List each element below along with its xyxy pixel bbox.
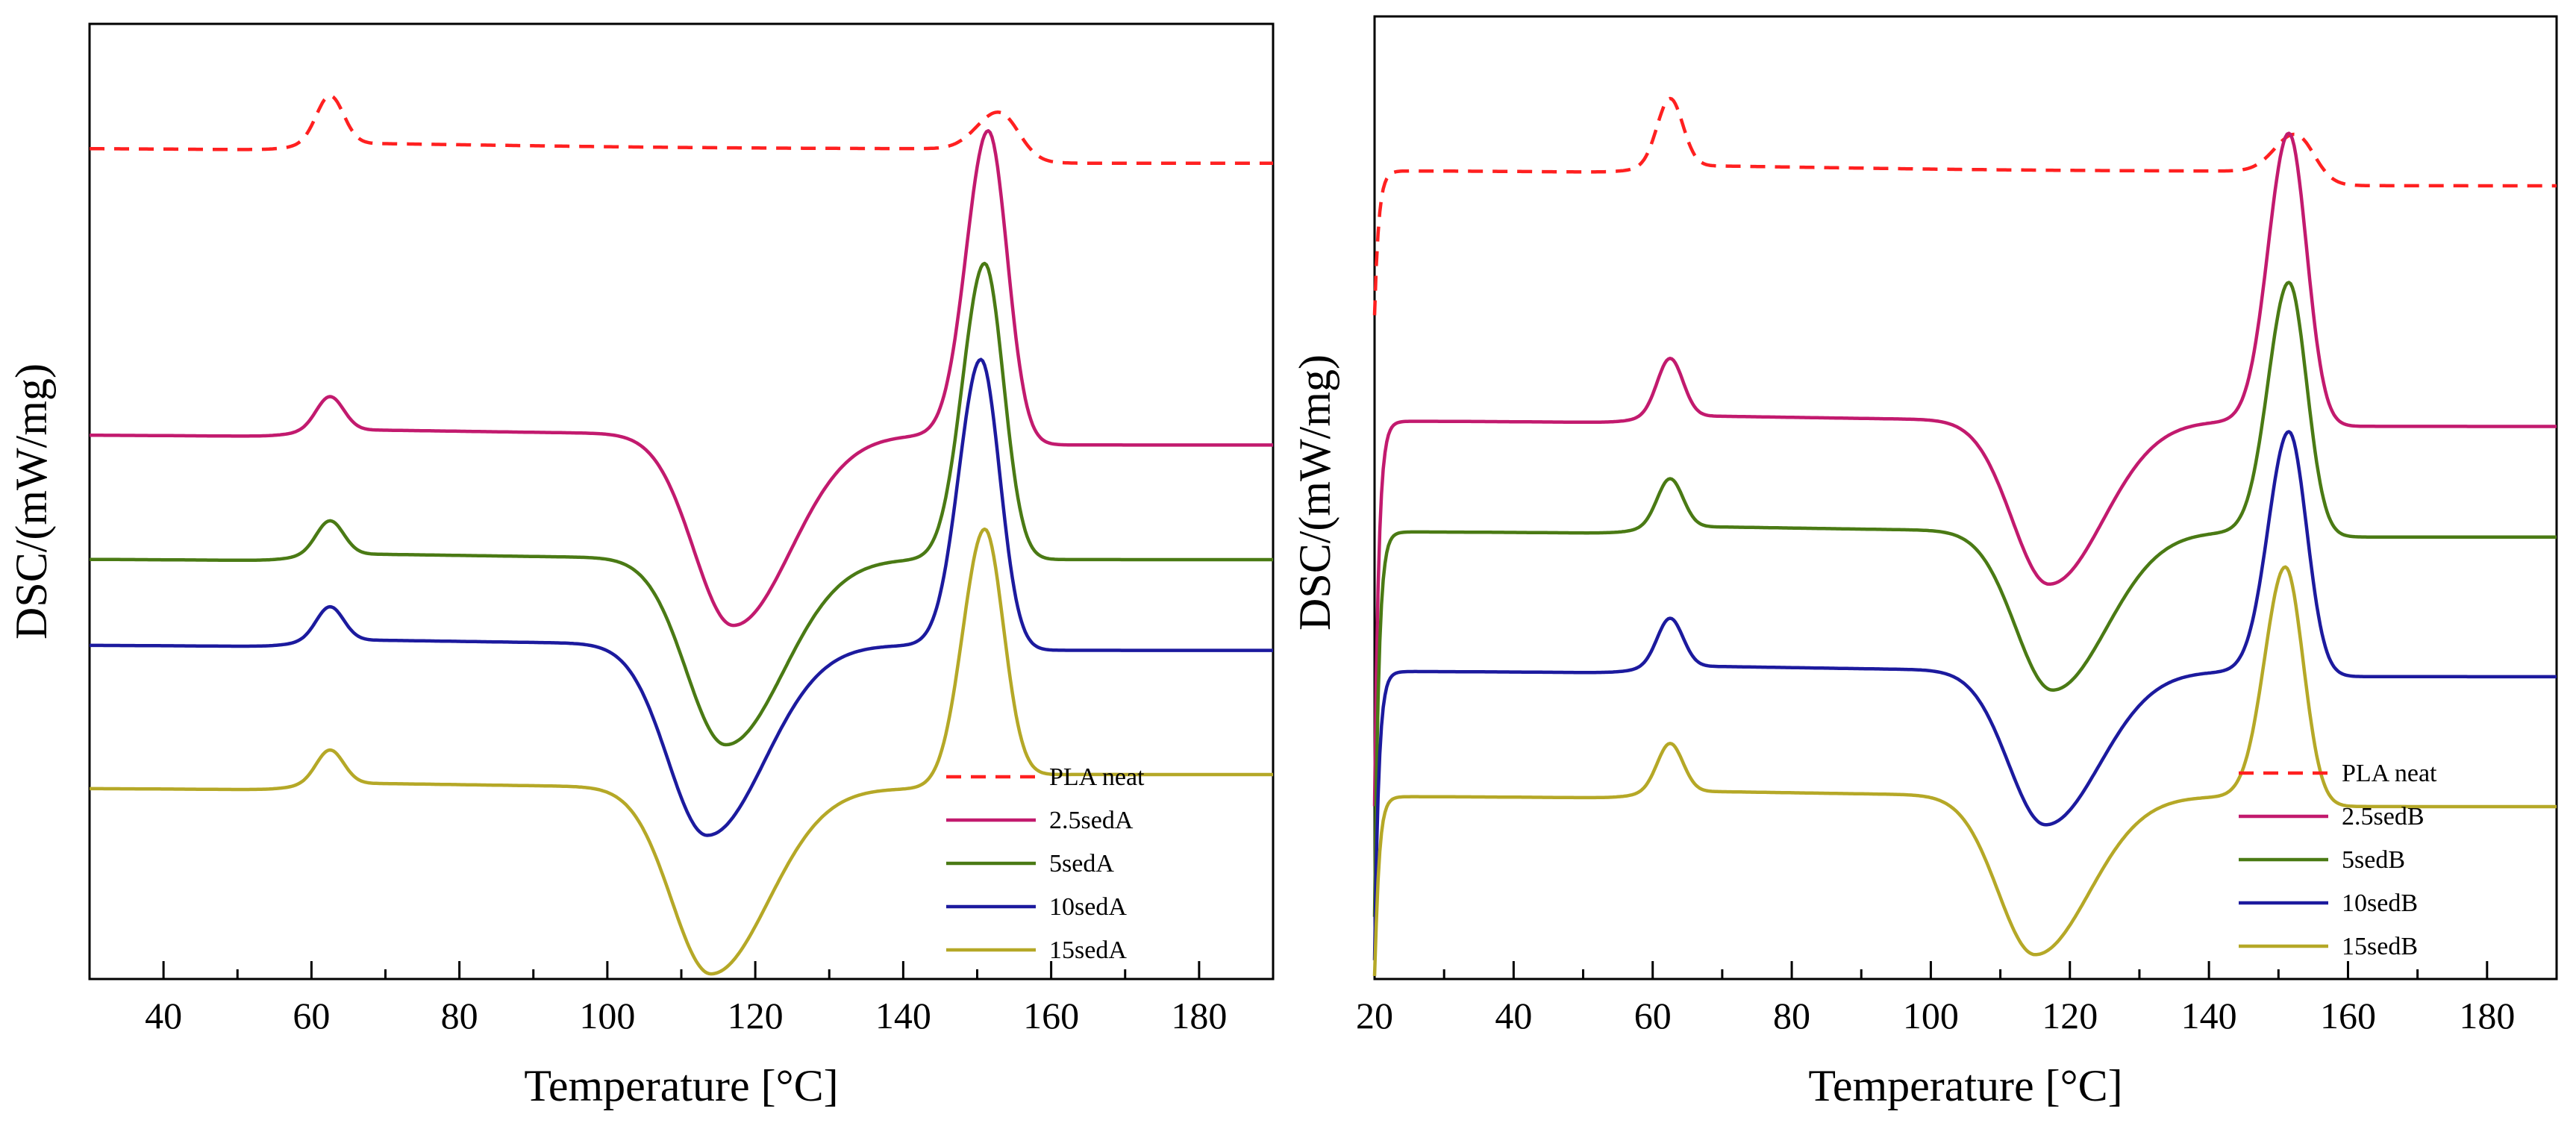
legend-label: 10sedB — [2342, 889, 2418, 917]
legend-label: 2.5sedB — [2342, 803, 2425, 831]
x-tick-label: 160 — [1023, 995, 1079, 1036]
x-tick-label: 80 — [441, 995, 478, 1036]
x-axis-title: Temperature [°C] — [524, 1061, 838, 1110]
x-ticks — [1373, 961, 2558, 979]
legend-label: PLA neat — [2342, 760, 2437, 787]
x-tick-label: 60 — [1634, 995, 1672, 1036]
x-tick-labels: 20 40 60 80 100 120 140 160 180 — [1356, 995, 2515, 1036]
legend-item: 10sedA — [946, 893, 1127, 921]
legend-item: 2.5sedB — [2239, 803, 2425, 831]
left-panel: 40 60 80 100 120 140 160 180 PLA neat 2.5sedA 5se… — [7, 22, 1275, 1110]
x-tick-labels: 40 60 80 100 120 140 160 180 — [145, 995, 1227, 1036]
x-tick-label: 40 — [145, 995, 182, 1036]
series-line-pla-neat — [1372, 96, 2557, 316]
x-tick-label: 120 — [2042, 995, 2098, 1036]
x-tick-label: 80 — [1773, 995, 1810, 1036]
series-line-5sedb — [1372, 281, 2557, 917]
series-line-2-5seda — [90, 129, 1273, 628]
series-line-10sedb — [1372, 430, 2557, 960]
legend-item: 2.5sedA — [946, 807, 1134, 834]
x-tick-label: 100 — [579, 995, 635, 1036]
x-tick-label: 180 — [1171, 995, 1227, 1036]
series-group — [1372, 96, 2557, 977]
y-axis-title: DSC/(mW/mg) — [7, 363, 56, 639]
legend: PLA neat 2.5sedA 5sedA 10sedA 15sedA — [946, 763, 1145, 964]
legend-label: 10sedA — [1049, 893, 1127, 921]
x-tick-label: 60 — [293, 995, 330, 1036]
y-axis-title: DSC/(mW/mg) — [1290, 354, 1339, 631]
legend-label: 2.5sedA — [1049, 807, 1134, 834]
plot-frame — [88, 22, 1275, 981]
legend-item: PLA neat — [946, 763, 1145, 791]
x-ticks — [88, 961, 1275, 979]
series-line-15sedb — [1372, 565, 2557, 977]
x-tick-label: 180 — [2459, 995, 2515, 1036]
legend-item: 15sedB — [2239, 933, 2418, 960]
legend-label: 5sedB — [2342, 846, 2405, 874]
legend-label: 15sedA — [1049, 936, 1127, 964]
legend-label: 5sedA — [1049, 850, 1114, 878]
x-tick-label: 140 — [2181, 995, 2237, 1036]
legend-item: 15sedA — [946, 936, 1127, 964]
series-line-10seda — [90, 357, 1273, 837]
series-group — [90, 94, 1273, 976]
x-tick-label: 120 — [728, 995, 784, 1036]
legend-item: 5sedB — [2239, 846, 2405, 874]
series-line-2-5sedb — [1372, 131, 2557, 807]
x-axis-title: Temperature [°C] — [1808, 1061, 2122, 1110]
legend: PLA neat 2.5sedB 5sedB 10sedB 15sedB — [2239, 760, 2437, 960]
legend-item: 5sedA — [946, 850, 1114, 878]
legend-label: 15sedB — [2342, 933, 2418, 960]
series-line-15seda — [90, 527, 1273, 976]
legend-item: 10sedB — [2239, 889, 2418, 917]
x-tick-label: 160 — [2320, 995, 2376, 1036]
right-panel: 20 40 60 80 100 120 140 160 180 PLA neat 2.5sedB 5… — [1290, 15, 2558, 1110]
plot-frame — [1373, 15, 2558, 981]
x-tick-label: 20 — [1356, 995, 1393, 1036]
legend-item: PLA neat — [2239, 760, 2437, 787]
legend-label: PLA neat — [1049, 763, 1145, 791]
x-tick-label: 140 — [875, 995, 931, 1036]
series-line-pla-neat — [90, 94, 1273, 166]
x-tick-label: 40 — [1495, 995, 1532, 1036]
x-tick-label: 100 — [1903, 995, 1959, 1036]
series-line-5seda — [90, 261, 1273, 747]
